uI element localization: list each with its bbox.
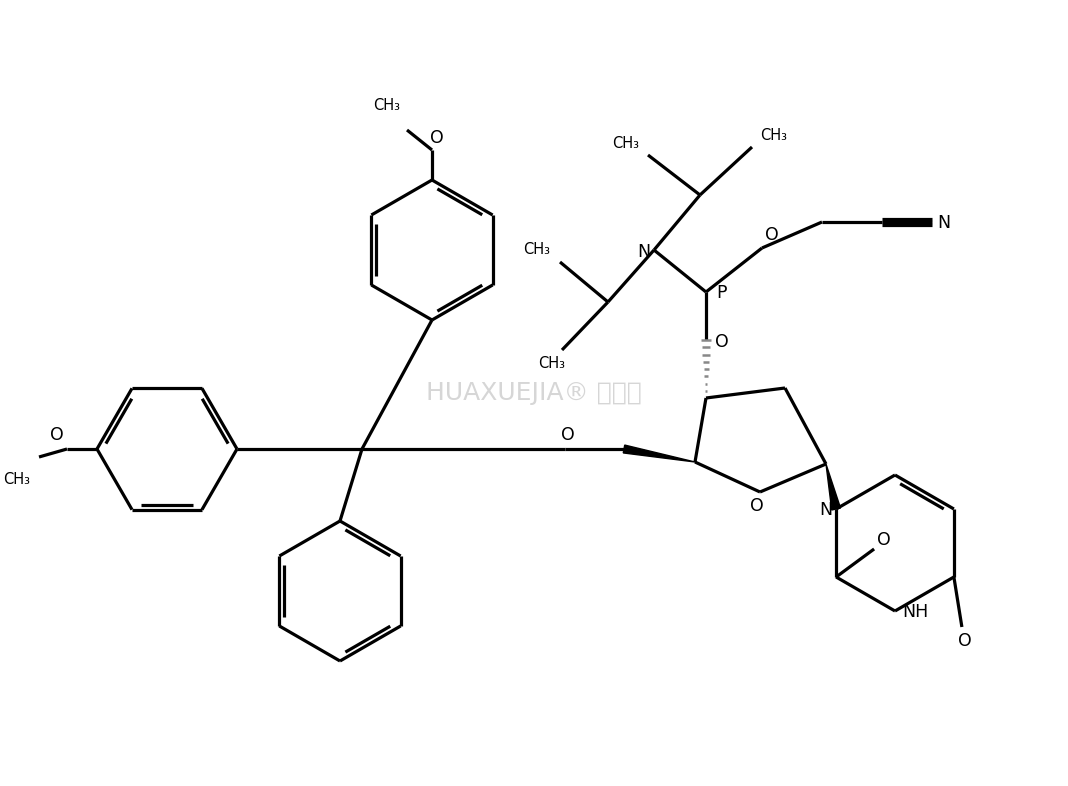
Text: HUAXUEJIA® 化学加: HUAXUEJIA® 化学加 <box>426 381 642 405</box>
Polygon shape <box>624 445 695 462</box>
Text: O: O <box>958 632 972 650</box>
Text: CH₃: CH₃ <box>3 472 31 487</box>
Text: CH₃: CH₃ <box>613 135 640 150</box>
Text: CH₃: CH₃ <box>374 97 400 112</box>
Polygon shape <box>826 464 841 510</box>
Text: N: N <box>938 214 951 232</box>
Text: O: O <box>430 129 444 147</box>
Text: NH: NH <box>901 603 928 621</box>
Text: P: P <box>717 284 727 302</box>
Text: O: O <box>765 226 779 244</box>
Text: CH₃: CH₃ <box>760 127 787 142</box>
Text: CH₃: CH₃ <box>538 357 565 372</box>
Text: N: N <box>819 501 833 519</box>
Text: O: O <box>716 333 728 351</box>
Text: O: O <box>750 497 764 515</box>
Text: O: O <box>561 426 575 444</box>
Text: O: O <box>50 426 64 444</box>
Text: O: O <box>877 531 891 549</box>
Text: N: N <box>638 243 650 261</box>
Text: CH₃: CH₃ <box>523 243 550 258</box>
